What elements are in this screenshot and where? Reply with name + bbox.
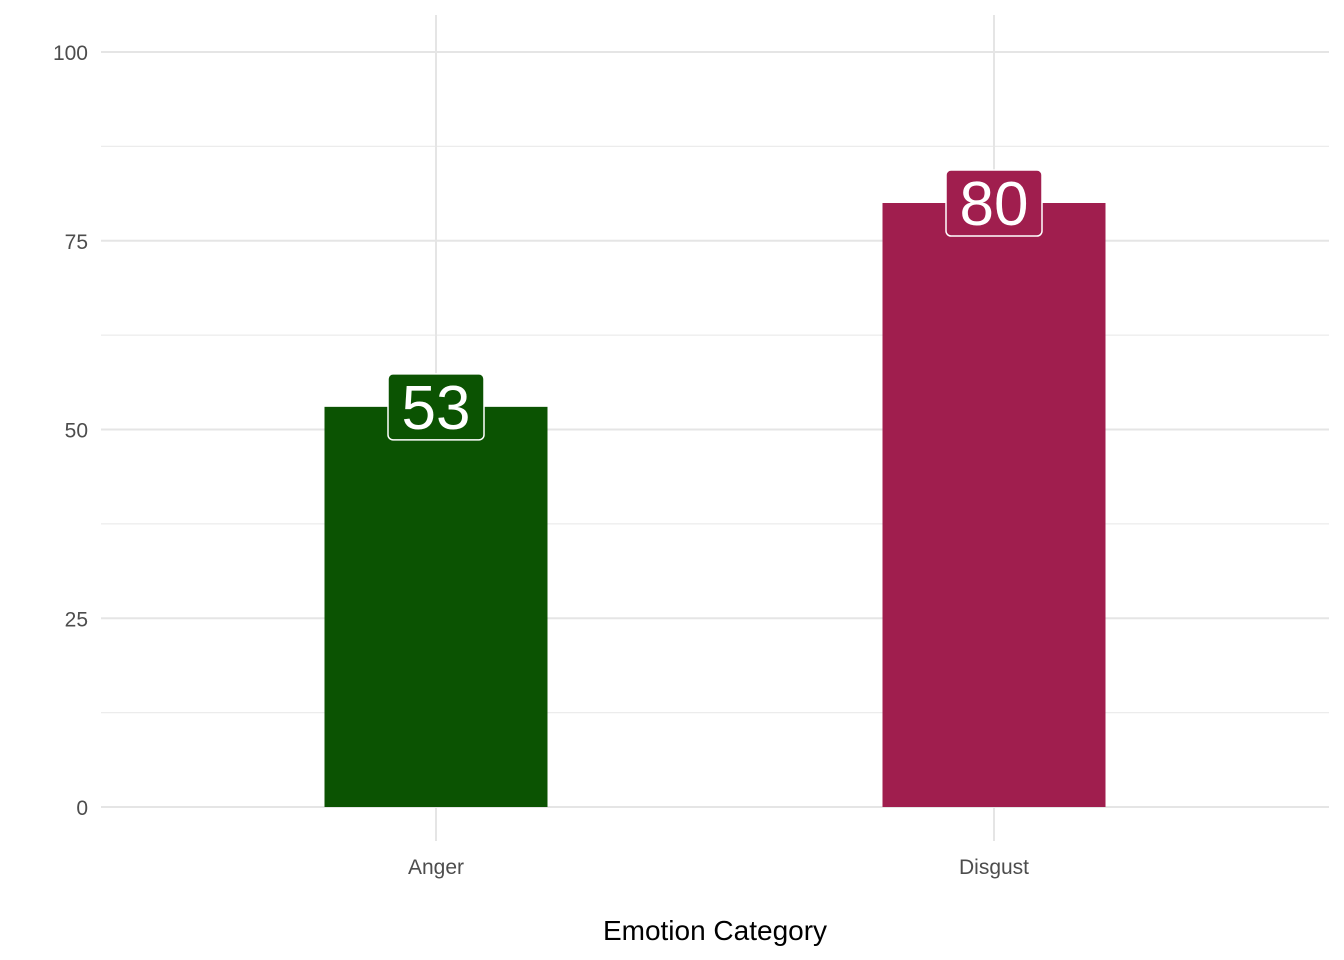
y-tick-label: 75: [65, 231, 88, 254]
data-label-text: 80: [960, 170, 1029, 239]
y-tick-label: 50: [65, 420, 88, 443]
data-labels: 53 80: [387, 169, 1043, 443]
x-tick-label-disgust: Disgust: [959, 856, 1029, 879]
bars: [324, 203, 1106, 807]
grid-lines: [101, 15, 1329, 841]
y-tick-label: 25: [65, 608, 88, 631]
data-label-disgust: 80: [945, 169, 1043, 239]
x-axis-ticks: Anger Disgust: [408, 856, 1029, 879]
y-tick-label: 100: [53, 42, 88, 65]
data-label-box: [387, 373, 485, 441]
y-axis-ticks: 0 25 50 75 100: [53, 42, 88, 820]
bar-disgust: [882, 203, 1106, 807]
x-axis-title: Emotion Category: [603, 915, 827, 946]
x-tick-label-anger: Anger: [408, 856, 464, 879]
data-label-anger: 53: [387, 373, 485, 443]
data-label-box: [945, 169, 1043, 237]
bar-anger: [324, 406, 548, 807]
y-tick-label: 0: [76, 797, 88, 820]
data-label-text: 53: [402, 374, 471, 443]
